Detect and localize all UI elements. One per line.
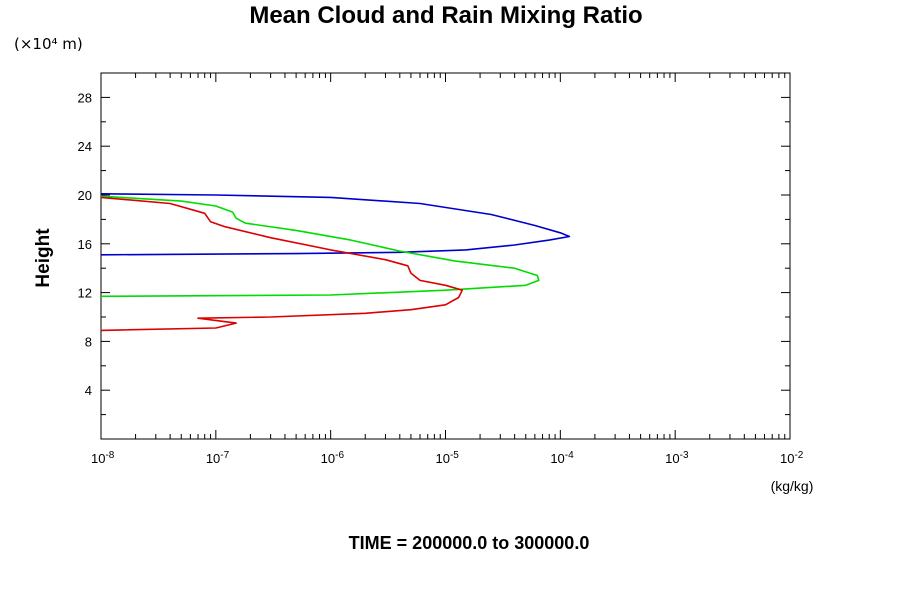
x-tick-label: 10-6 [321, 450, 345, 466]
y-tick-label: 20 [78, 188, 92, 203]
x-tick-labels: 10-8 10-7 10-6 10-5 10-4 10-3 10-2 [91, 450, 804, 466]
x-tick-label: 10-8 [91, 450, 115, 466]
y-tick-label: 16 [78, 237, 92, 252]
series-line-3 [100, 196, 464, 332]
x-tick-label: 10-4 [550, 450, 574, 466]
x-axis-unit: (kg/kg) [771, 478, 814, 494]
x-tick-label: 10-2 [780, 450, 804, 466]
x-tick-label: 10-5 [436, 450, 460, 466]
y-axis-label: Height [33, 228, 54, 288]
x-tick-label: 10-3 [665, 450, 689, 466]
y-tick-label: 28 [78, 90, 92, 105]
chart-title: Mean Cloud and Rain Mixing Ratio [249, 2, 642, 29]
series-lines [100, 193, 571, 332]
y-tick-label: 4 [85, 383, 92, 398]
x-tick-label: 10-7 [206, 450, 230, 466]
series-line-1 [100, 193, 571, 256]
time-range-caption: TIME = 200000.0 to 300000.0 [349, 533, 590, 553]
y-tick-label: 12 [78, 286, 92, 301]
y-axis-unit: (×10⁴ m) [14, 35, 83, 53]
y-tick-label: 8 [85, 334, 92, 349]
plot-frame [100, 72, 791, 440]
axis-ticks [100, 73, 791, 439]
y-tick-label: 24 [78, 139, 92, 154]
series-line-2 [100, 195, 540, 298]
y-tick-labels: 4 8 12 16 20 24 28 [78, 90, 92, 398]
